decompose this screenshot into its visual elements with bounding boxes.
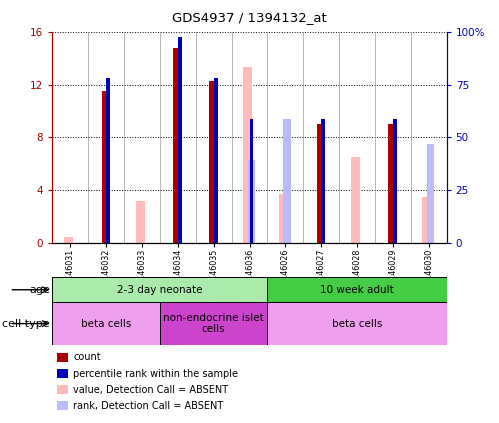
Bar xyxy=(160,302,267,345)
Bar xyxy=(303,32,339,243)
Bar xyxy=(389,124,393,243)
Bar xyxy=(303,32,339,243)
Text: beta cells: beta cells xyxy=(81,319,131,329)
Bar xyxy=(427,144,435,243)
Text: 10 week adult: 10 week adult xyxy=(320,285,394,295)
Bar xyxy=(248,160,255,243)
Bar xyxy=(136,201,145,243)
Text: GDS4937 / 1394132_at: GDS4937 / 1394132_at xyxy=(172,11,327,24)
Bar xyxy=(339,32,375,243)
Text: rank, Detection Call = ABSENT: rank, Detection Call = ABSENT xyxy=(73,401,224,411)
Bar xyxy=(411,32,447,243)
Bar xyxy=(267,277,447,302)
Bar xyxy=(232,32,267,243)
Bar xyxy=(422,197,431,243)
Text: age: age xyxy=(29,285,50,295)
Bar xyxy=(393,119,397,243)
Bar xyxy=(196,32,232,243)
Bar xyxy=(124,32,160,243)
Bar xyxy=(375,32,411,243)
Bar xyxy=(283,119,291,243)
Bar xyxy=(52,32,88,243)
Text: beta cells: beta cells xyxy=(332,319,382,329)
Bar xyxy=(267,32,303,243)
Bar xyxy=(88,32,124,243)
Bar xyxy=(174,47,178,243)
Bar xyxy=(102,91,107,243)
Bar xyxy=(178,37,182,243)
Bar xyxy=(375,32,411,243)
Bar xyxy=(196,32,232,243)
Bar xyxy=(64,236,73,243)
Bar xyxy=(52,32,88,243)
Bar xyxy=(106,78,110,243)
Bar xyxy=(243,67,252,243)
Bar xyxy=(52,302,160,345)
Bar xyxy=(267,32,303,243)
Text: count: count xyxy=(73,352,101,363)
Bar xyxy=(321,119,325,243)
Text: 2-3 day neonate: 2-3 day neonate xyxy=(117,285,203,295)
Bar xyxy=(88,32,124,243)
Bar xyxy=(411,32,447,243)
Bar xyxy=(214,78,218,243)
Bar xyxy=(124,32,160,243)
Text: value, Detection Call = ABSENT: value, Detection Call = ABSENT xyxy=(73,385,229,395)
Bar xyxy=(351,157,360,243)
Bar xyxy=(160,32,196,243)
Bar xyxy=(250,119,253,243)
Text: cell type: cell type xyxy=(2,319,50,329)
Bar xyxy=(52,277,267,302)
Bar xyxy=(232,32,267,243)
Bar xyxy=(209,81,214,243)
Text: percentile rank within the sample: percentile rank within the sample xyxy=(73,368,239,379)
Bar xyxy=(339,32,375,243)
Text: non-endocrine islet
cells: non-endocrine islet cells xyxy=(163,313,264,335)
Bar xyxy=(267,302,447,345)
Bar xyxy=(160,32,196,243)
Bar xyxy=(317,124,322,243)
Bar xyxy=(279,194,288,243)
